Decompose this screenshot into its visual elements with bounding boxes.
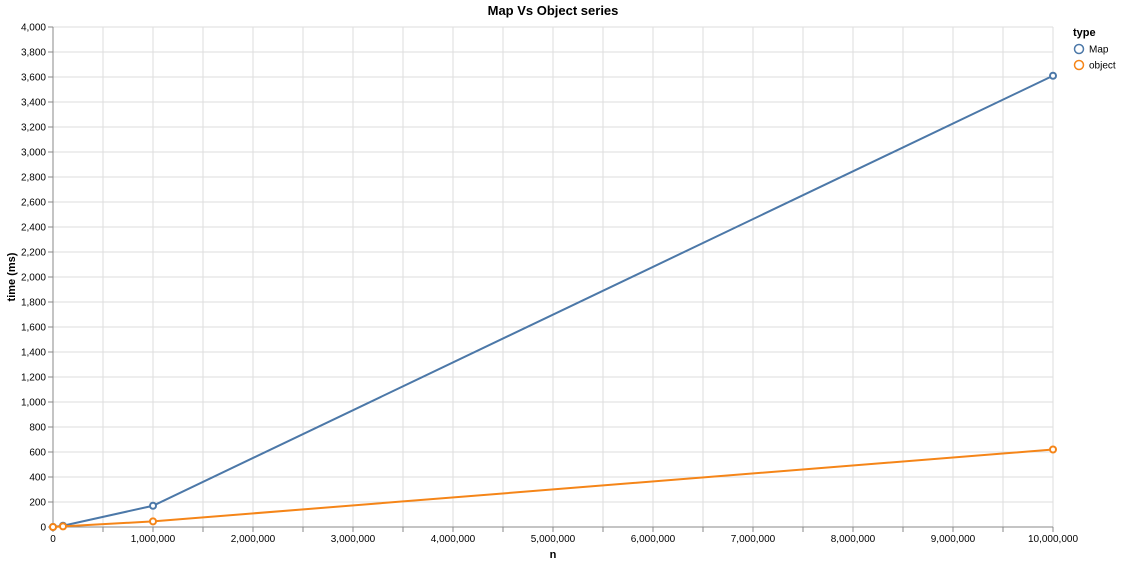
y-tick-label: 3,000 (21, 148, 46, 159)
data-point-object (49, 523, 57, 531)
y-tick-label: 0 (40, 523, 46, 534)
legend-label-map: Map (1089, 45, 1109, 56)
x-tick-label: 10,000,000 (1028, 534, 1078, 545)
series-layer (49, 71, 1057, 531)
y-tick-label: 800 (29, 423, 46, 434)
x-tick-label: 3,000,000 (331, 534, 376, 545)
y-tick-label: 3,600 (21, 73, 46, 84)
x-tick-label: 1,000,000 (131, 534, 176, 545)
x-tick-label: 8,000,000 (831, 534, 876, 545)
series-line-object (52, 448, 1054, 528)
legend: type Map object (1073, 27, 1116, 72)
y-tick-label: 1,000 (21, 398, 46, 409)
y-tick-label: 600 (29, 448, 46, 459)
chart-title: Map Vs Object series (488, 3, 619, 18)
y-axis-title: time (ms) (6, 252, 18, 301)
x-tick-label: 7,000,000 (731, 534, 776, 545)
y-tick-label: 2,600 (21, 198, 46, 209)
data-point-object (1049, 445, 1057, 454)
y-tick-label: 2,400 (21, 223, 46, 234)
y-tick-label: 2,800 (21, 173, 46, 184)
x-tick-label: 4,000,000 (431, 534, 476, 545)
y-tick-label: 3,800 (21, 48, 46, 59)
y-tick-label: 4,000 (21, 23, 46, 34)
y-tick-label: 1,800 (21, 298, 46, 309)
y-tick-label: 200 (29, 498, 46, 509)
x-tick-label: 9,000,000 (931, 534, 976, 545)
y-tick-label: 1,200 (21, 373, 46, 384)
axes: 0 1,000,000 2,000,000 3,000,000 4,000,000 5,0… (21, 23, 1078, 546)
x-tick-label: 0 (50, 534, 56, 545)
legend-symbol-object (1073, 59, 1085, 71)
y-tick-label: 3,400 (21, 98, 46, 109)
data-point-map (149, 501, 157, 510)
grid (52, 26, 1054, 528)
y-tick-label: 1,600 (21, 323, 46, 334)
data-point-object (59, 522, 67, 531)
y-tick-label: 2,000 (21, 273, 46, 284)
legend-symbol-map (1073, 43, 1085, 55)
data-point-object (149, 517, 157, 526)
x-tick-label: 6,000,000 (631, 534, 676, 545)
x-tick-label: 5,000,000 (531, 534, 576, 545)
y-tick-label: 3,200 (21, 123, 46, 134)
data-point-map (1049, 71, 1057, 80)
legend-title: type (1073, 27, 1096, 39)
y-tick-label: 1,400 (21, 348, 46, 359)
y-tick-label: 2,200 (21, 248, 46, 259)
x-tick-label: 2,000,000 (231, 534, 276, 545)
y-tick-label: 400 (29, 473, 46, 484)
legend-label-object: object (1089, 61, 1116, 72)
x-axis-title: n (550, 549, 557, 561)
legend-items: Map object (1073, 43, 1116, 72)
